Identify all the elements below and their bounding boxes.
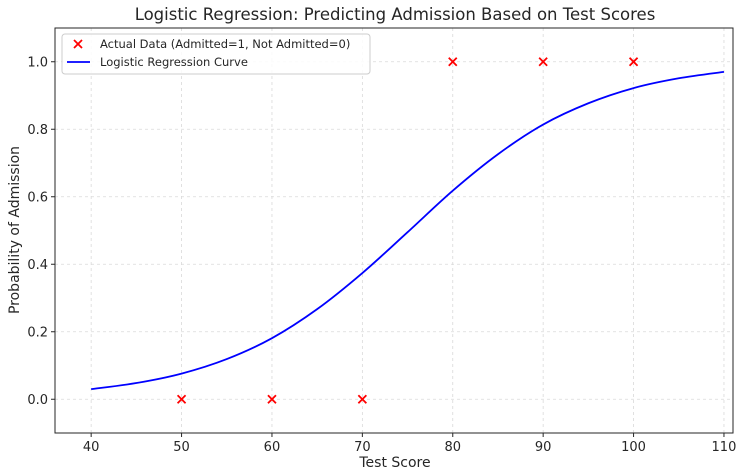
y-tick-label: 0.0 — [27, 393, 48, 408]
legend: Actual Data (Admitted=1, Not Admitted=0)… — [62, 34, 370, 74]
x-tick-label: 100 — [621, 440, 646, 455]
regression-curve-line — [91, 72, 724, 389]
legend-label-regression-curve: Logistic Regression Curve — [100, 55, 248, 69]
x-axis-label: Test Score — [358, 455, 430, 471]
x-tick-label: 60 — [264, 440, 281, 455]
x-tick-label: 110 — [712, 440, 737, 455]
series-layer — [91, 58, 724, 404]
x-tick-label: 80 — [444, 440, 461, 455]
y-tick-label: 0.4 — [27, 258, 48, 273]
chart-title: Logistic Regression: Predicting Admissio… — [135, 5, 656, 24]
x-tick-label: 40 — [83, 440, 100, 455]
x-tick-label: 50 — [173, 440, 190, 455]
y-tick-label: 0.6 — [27, 190, 48, 205]
x-tick-label: 90 — [535, 440, 552, 455]
legend-label-actual-data: Actual Data (Admitted=1, Not Admitted=0) — [100, 37, 350, 51]
y-tick-label: 0.8 — [27, 123, 48, 138]
x-axis: 40 50 60 70 80 90 100 110 — [83, 433, 736, 455]
y-axis: 0.0 0.2 0.4 0.6 0.8 1.0 — [27, 55, 55, 408]
y-tick-label: 0.2 — [27, 325, 48, 340]
y-tick-label: 1.0 — [27, 55, 48, 70]
y-axis-label: Probability of Admission — [7, 146, 23, 314]
x-tick-label: 70 — [354, 440, 371, 455]
